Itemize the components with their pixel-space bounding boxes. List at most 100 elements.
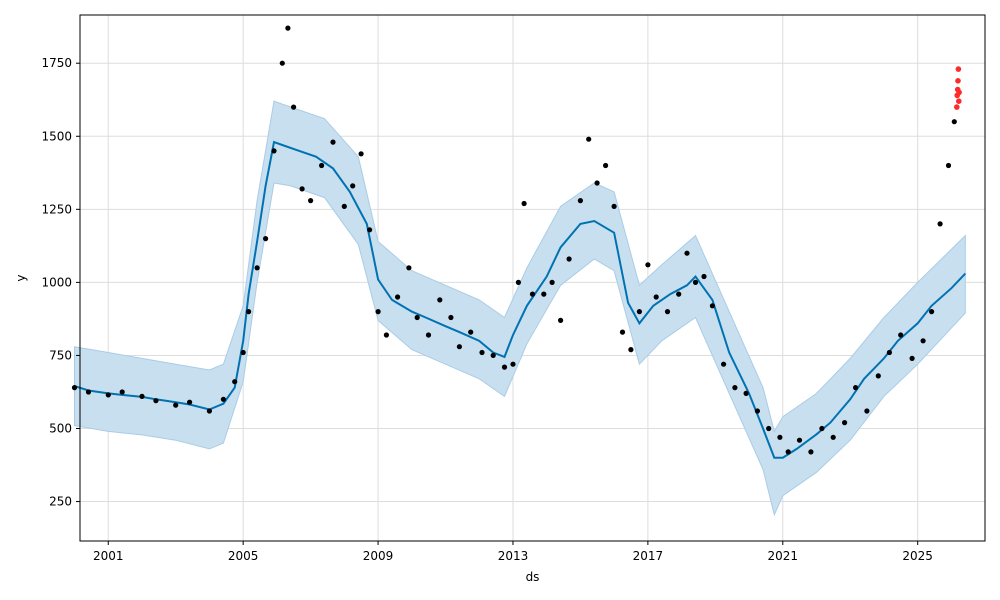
observed-point — [566, 256, 572, 262]
observed-point — [898, 332, 904, 338]
observed-point — [468, 329, 474, 335]
highlighted-point — [956, 98, 962, 104]
observed-point — [456, 344, 462, 350]
observed-point — [341, 203, 347, 209]
observed-point — [153, 398, 159, 404]
y-tick-label: 1000 — [41, 275, 72, 289]
observed-point — [920, 338, 926, 344]
observed-point — [395, 294, 401, 300]
observed-point — [448, 314, 454, 321]
uncertainty-band — [74, 100, 966, 517]
observed-point — [692, 279, 699, 285]
observed-point — [406, 265, 412, 271]
observed-point — [515, 279, 522, 285]
plot-frame — [79, 14, 986, 542]
observed-point — [754, 408, 761, 414]
observed-point — [105, 392, 111, 398]
observed-point — [796, 437, 803, 443]
observed-point — [308, 198, 314, 204]
observed-point — [425, 332, 432, 338]
observed-point — [842, 420, 848, 426]
observed-point — [664, 309, 671, 315]
observed-point — [119, 389, 125, 395]
observed-point — [611, 203, 617, 209]
observed-point — [187, 399, 193, 405]
observed-point — [766, 425, 772, 432]
observed-point — [350, 183, 356, 189]
observed-point — [437, 297, 443, 303]
observed-point — [414, 314, 420, 321]
observed-point — [383, 332, 389, 338]
observed-point — [785, 449, 791, 455]
observed-point — [279, 60, 285, 66]
observed-point — [830, 434, 836, 440]
observed-point — [263, 236, 269, 242]
x-tick-label: 2013 — [498, 549, 529, 563]
observed-point — [819, 425, 825, 432]
forecast-series — [74, 140, 967, 459]
x-tick-label: 2025 — [902, 549, 933, 563]
x-tick-label: 2005 — [228, 549, 259, 563]
y-tick-label: 1500 — [41, 129, 72, 143]
y-tick-label: 750 — [49, 348, 72, 362]
observed-points — [71, 25, 957, 455]
observed-point — [929, 309, 935, 315]
x-axis-label: ds — [526, 570, 540, 584]
x-tick-label: 2017 — [633, 549, 664, 563]
observed-point — [619, 329, 626, 335]
observed-point — [549, 279, 555, 285]
highlighted-point — [954, 104, 960, 110]
observed-point — [875, 373, 881, 379]
observed-point — [732, 385, 738, 391]
observed-point — [299, 186, 305, 192]
observed-point — [808, 449, 814, 455]
observed-point — [501, 364, 508, 370]
observed-point — [684, 250, 690, 256]
observed-point — [367, 227, 373, 233]
observed-point — [271, 148, 277, 154]
observed-point — [951, 119, 957, 125]
observed-point — [886, 349, 893, 356]
y-axis-ticks: 250 500 750 1000 1250 1500 1750 — [41, 56, 80, 509]
observed-point — [628, 347, 634, 353]
y-tick-label: 1750 — [41, 56, 72, 70]
observed-point — [777, 434, 783, 440]
observed-point — [937, 221, 943, 227]
observed-point — [358, 151, 364, 157]
observed-point — [232, 379, 238, 385]
observed-point — [220, 396, 226, 402]
highlighted-point — [956, 89, 962, 96]
observed-point — [319, 162, 325, 169]
observed-point — [479, 349, 485, 356]
observed-point — [71, 385, 78, 391]
observed-point — [490, 352, 496, 358]
forecast-line — [74, 140, 967, 459]
observed-point — [709, 303, 716, 309]
y-tick-label: 250 — [49, 495, 72, 509]
observed-point — [853, 385, 859, 391]
x-tick-label: 2009 — [363, 549, 394, 563]
observed-point — [541, 291, 547, 297]
observed-point — [206, 408, 212, 414]
observed-point — [653, 294, 659, 300]
y-axis-label: y — [14, 274, 28, 281]
observed-point — [645, 262, 651, 268]
y-tick-label: 1250 — [41, 202, 72, 216]
observed-point — [577, 198, 584, 204]
x-tick-label: 2001 — [93, 549, 124, 563]
observed-point — [636, 309, 643, 315]
observed-point — [529, 291, 536, 297]
observed-point — [701, 273, 707, 280]
observed-point — [285, 25, 291, 31]
observed-point — [945, 162, 952, 169]
observed-point — [558, 317, 564, 323]
observed-point — [254, 265, 260, 271]
observed-point — [330, 139, 336, 145]
observed-point — [864, 408, 870, 414]
observed-point — [909, 355, 915, 361]
highlighted-points — [954, 66, 962, 110]
grid — [80, 15, 985, 541]
x-axis-ticks: 2001 2005 2009 2013 2017 2021 2025 — [93, 541, 933, 563]
